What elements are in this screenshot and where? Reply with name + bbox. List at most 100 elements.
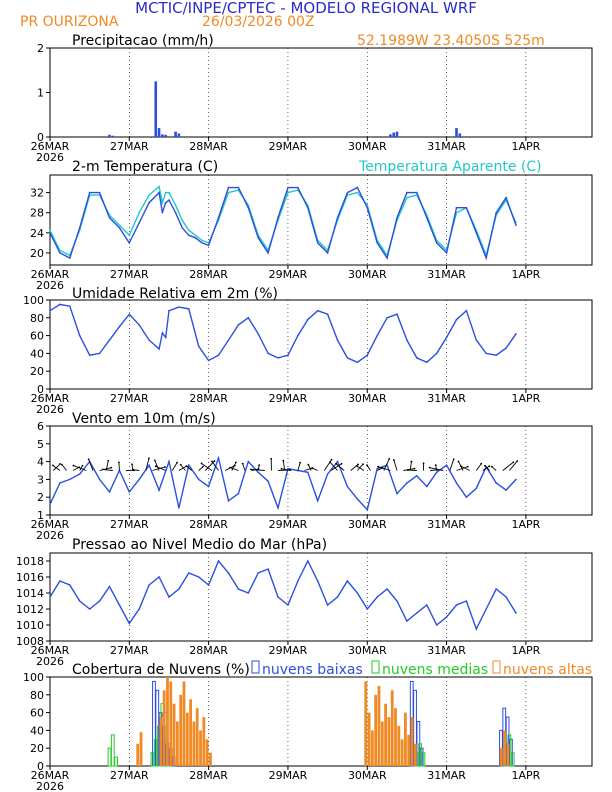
apparent-temp-line-point (168, 191, 170, 194)
x-tick-label: 30MAR (348, 140, 387, 153)
wind-arrow (376, 467, 383, 471)
pressure-line-point (406, 620, 408, 622)
legend-low-clouds: nuvens baixas (262, 662, 363, 678)
wind-arrow-head (457, 460, 460, 463)
wind-arrow (52, 463, 61, 471)
precip-bar (154, 81, 158, 137)
plot-frame (49, 552, 593, 642)
y-tick-label: 0 (37, 131, 44, 144)
wind-arrow-head (241, 462, 244, 465)
pressure-line-point (386, 588, 388, 590)
temp-line-point (148, 201, 150, 204)
wind-arrow-head (153, 459, 156, 462)
wind-arrow (73, 465, 87, 471)
wind-speed-line-point (376, 467, 378, 470)
wind-speed-line-point (346, 485, 349, 488)
y-tick-label: 40 (30, 724, 44, 737)
wind-arrow (178, 465, 187, 471)
wind-speed-line-point (277, 507, 279, 509)
wind-arrow-head (235, 461, 237, 464)
wind-arrow (393, 459, 398, 471)
cloud-bar-mid (114, 756, 118, 767)
wind-speed-line-point (138, 478, 141, 481)
wind-arrow-head (428, 466, 431, 469)
y-tick-label: 2 (37, 42, 44, 55)
humidity-line-point (158, 348, 160, 350)
temp-line-point (217, 216, 220, 219)
cloud-bar-high (182, 681, 186, 766)
wind-arrow-head (101, 468, 104, 471)
wind-speed-line-point (406, 482, 408, 484)
temp-line-point (98, 191, 101, 194)
pressure-line-point (396, 600, 398, 602)
wind-arrow-head (393, 459, 395, 461)
temp-line-point (306, 206, 309, 209)
x-tick-label: 27MAR (110, 140, 149, 153)
temp-line-point (108, 216, 111, 219)
pressure-line-point (515, 612, 517, 614)
wind-speed-line-point (59, 482, 61, 484)
precip-bar (389, 134, 392, 137)
wind-arrow-head (61, 463, 63, 466)
wind-arrow (186, 466, 193, 471)
y-tick-label: 100 (23, 671, 44, 684)
x-tick-label: 26MAR (31, 644, 70, 657)
wind-arrow-head (132, 468, 135, 471)
wind-arrow (312, 467, 318, 471)
wind-arrow (357, 463, 364, 471)
legend-swatch-low (251, 660, 260, 674)
temp-line-point (118, 226, 121, 229)
humidity-line-point (267, 352, 269, 355)
pressure-line-point (445, 616, 448, 618)
x-tick-label: 28MAR (189, 140, 228, 153)
wind-speed-line-point (445, 464, 448, 466)
cloud-bar-high (162, 690, 166, 766)
wind-speed-line-point (267, 480, 269, 482)
precip-bar (392, 132, 396, 137)
wind-arrow-head (163, 466, 166, 468)
wind-arrow-head (406, 469, 409, 471)
y-tick-label: 20 (30, 742, 44, 755)
wind-arrow (198, 466, 204, 471)
x-tick-label: 27MAR (110, 644, 149, 657)
y-tick-label: 1 (37, 87, 44, 100)
x-tick-label: 26MAR (31, 268, 70, 281)
temp-line-point (287, 186, 289, 189)
cloud-bar-high (407, 734, 411, 766)
wind-arrow-head (107, 459, 110, 462)
wind-arrow (211, 461, 219, 471)
temp-line-point (128, 242, 131, 244)
y-tick-label: 1016 (16, 571, 44, 584)
wind-arrow (430, 469, 438, 471)
x-tick-label: 30MAR (348, 518, 387, 531)
pressure-line-point (197, 576, 200, 578)
cloud-bar-mid (153, 738, 158, 767)
precip-bar (455, 128, 458, 137)
wind-speed-line-point (336, 460, 339, 463)
temp-line-point (485, 257, 488, 259)
precip-bar (161, 134, 164, 137)
y-tick-label: 80 (30, 312, 44, 325)
pressure-line-point (366, 608, 369, 610)
pressure-line-point (69, 584, 71, 586)
pressure-line-point (148, 584, 150, 586)
legend-apparent-temp: Temperatura Aparente (C) (358, 159, 542, 175)
wind-arrow-head (154, 465, 157, 468)
pressure-line-point (277, 596, 279, 598)
temp-line-point (326, 252, 329, 254)
cloud-bar-mid (110, 734, 115, 767)
temp-line-point (59, 252, 61, 254)
cloud-bar-high (390, 690, 394, 766)
panel-title-precip: Precipitacao (mm/h) (72, 33, 214, 49)
cloud-bar-high (172, 703, 176, 766)
wind-arrow-head (460, 465, 462, 468)
humidity-line-point (306, 318, 309, 321)
apparent-temp-line (49, 185, 517, 258)
wind-arrow-head (335, 462, 337, 465)
temp-line-point (227, 186, 230, 189)
x-tick-label: 27MAR (110, 268, 149, 281)
apparent-temp-line-point (201, 239, 203, 242)
wind-arrow (460, 465, 470, 471)
